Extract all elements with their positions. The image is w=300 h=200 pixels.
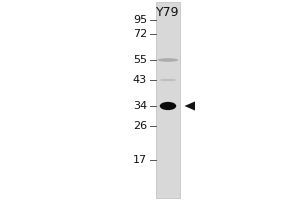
Text: Y79: Y79 [156,6,180,19]
Ellipse shape [160,102,176,110]
Text: 43: 43 [133,75,147,85]
Text: 72: 72 [133,29,147,39]
Text: 55: 55 [133,55,147,65]
Polygon shape [184,101,195,111]
Bar [156,2,180,198]
Text: 95: 95 [133,15,147,25]
Ellipse shape [158,58,178,62]
Text: 17: 17 [133,155,147,165]
Text: 26: 26 [133,121,147,131]
Ellipse shape [160,79,176,81]
Text: 34: 34 [133,101,147,111]
